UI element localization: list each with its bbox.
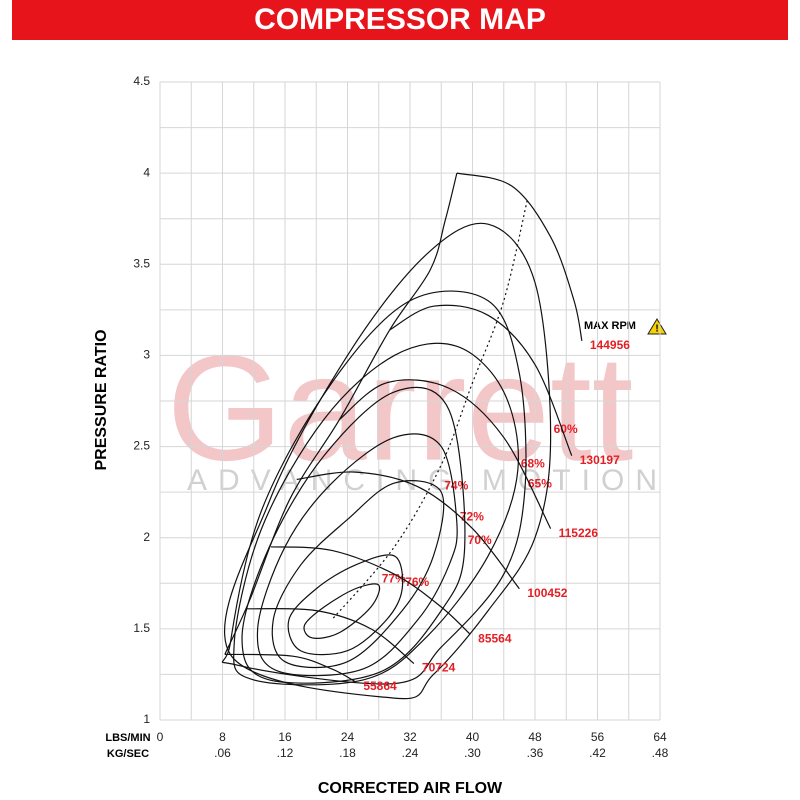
speed-line bbox=[245, 607, 415, 664]
watermark-logo: Garrett bbox=[167, 324, 634, 492]
x2-tick-label: .24 bbox=[402, 746, 419, 760]
x2-tick-label: .36 bbox=[527, 746, 544, 760]
speed-label: 85564 bbox=[478, 631, 512, 645]
speed-line bbox=[339, 379, 552, 529]
efficiency-island bbox=[221, 290, 527, 685]
x2-tick-label: .12 bbox=[277, 746, 294, 760]
island-label: 77% bbox=[382, 571, 406, 585]
speed-label: 144956 bbox=[590, 338, 630, 352]
speed-line bbox=[456, 172, 583, 341]
svg-text:!: ! bbox=[655, 324, 658, 335]
island-label: 74% bbox=[444, 478, 468, 492]
x-tick-label: 8 bbox=[219, 730, 226, 744]
chart-title: COMPRESSOR MAP bbox=[254, 3, 546, 36]
y-tick-label: 2.5 bbox=[133, 439, 150, 453]
efficiency-island bbox=[223, 222, 552, 700]
y-tick-label: 1 bbox=[143, 712, 150, 726]
island-label: 65% bbox=[528, 476, 552, 490]
speed-line bbox=[296, 471, 520, 590]
island-label: 72% bbox=[460, 509, 484, 523]
y-tick-label: 4 bbox=[143, 165, 150, 179]
efficiency-island bbox=[287, 554, 404, 656]
surge-line bbox=[224, 172, 458, 655]
efficiency-island bbox=[256, 433, 458, 677]
x-tick-label: 56 bbox=[591, 730, 605, 744]
x-tick-label: 0 bbox=[157, 730, 164, 744]
efficiency-island bbox=[271, 480, 445, 669]
efficiency-island bbox=[233, 342, 519, 686]
y-tick-label: 2 bbox=[143, 530, 150, 544]
x-tick-label: 32 bbox=[403, 730, 417, 744]
x2-tick-label: .48 bbox=[652, 746, 669, 760]
warning-icon: ! bbox=[647, 318, 667, 335]
speed-label: 55864 bbox=[363, 679, 397, 693]
efficiency-island bbox=[241, 386, 466, 684]
y-tick-label: 1.5 bbox=[133, 621, 150, 635]
y-tick-label: 4.5 bbox=[133, 74, 150, 88]
y-tick-label: 3.5 bbox=[133, 256, 150, 270]
efficiency-island bbox=[303, 583, 381, 639]
island-label: 70% bbox=[468, 533, 492, 547]
x-tick-label: 48 bbox=[528, 730, 542, 744]
x-tick-label: 64 bbox=[653, 730, 667, 744]
speed-label: 100452 bbox=[527, 586, 567, 600]
title-bar bbox=[12, 0, 788, 40]
island-label: 68% bbox=[521, 456, 545, 470]
island-label: 76% bbox=[405, 575, 429, 589]
y-axis-title: PRESSURE RATIO bbox=[93, 329, 110, 470]
x2-tick-label: .42 bbox=[589, 746, 606, 760]
max-rpm-label: MAX RPM bbox=[584, 320, 636, 332]
x-tick-label: 16 bbox=[278, 730, 292, 744]
x2-tick-label: .18 bbox=[339, 746, 356, 760]
speed-label: 115226 bbox=[559, 526, 599, 540]
x-unit: LBS/MIN bbox=[105, 732, 150, 744]
y-tick-label: 3 bbox=[143, 348, 150, 362]
x2-tick-label: .30 bbox=[464, 746, 481, 760]
x-tick-label: 24 bbox=[341, 730, 355, 744]
speed-line bbox=[224, 653, 356, 683]
x2-unit: KG/SEC bbox=[107, 748, 149, 760]
x-tick-label: 40 bbox=[466, 730, 480, 744]
speed-label: 70724 bbox=[422, 661, 456, 675]
x2-tick-label: .06 bbox=[214, 746, 231, 760]
dotted-line bbox=[331, 200, 528, 621]
speed-label: 130197 bbox=[580, 453, 620, 467]
speed-line bbox=[389, 304, 573, 456]
speed-line bbox=[270, 546, 471, 635]
island-label: 60% bbox=[554, 422, 578, 436]
x-axis-title: CORRECTED AIR FLOW bbox=[318, 780, 503, 797]
